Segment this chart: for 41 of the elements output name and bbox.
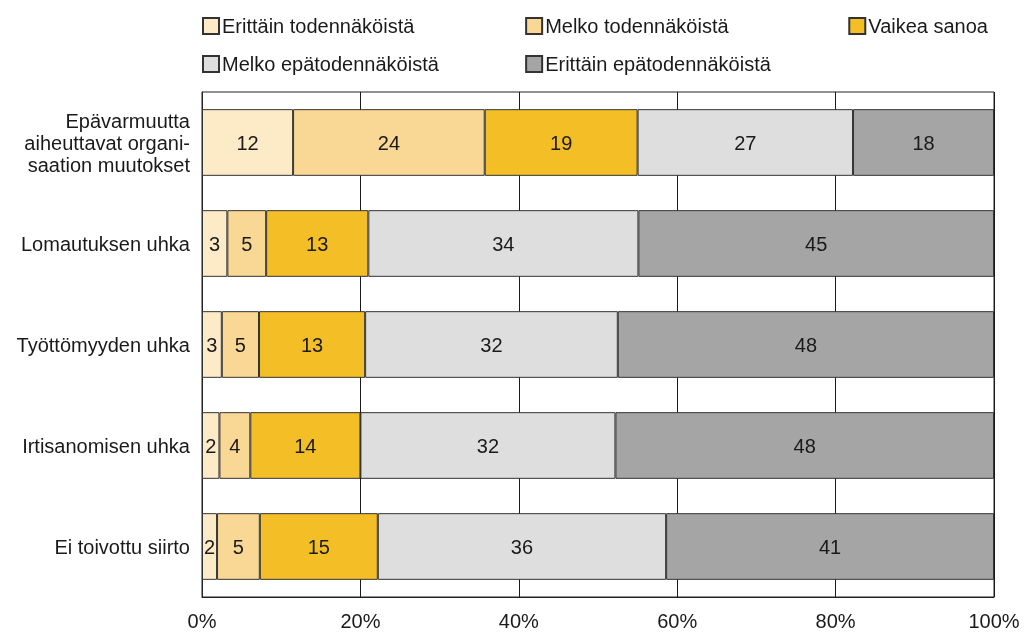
data-label: 2	[205, 434, 217, 457]
data-label: 15	[307, 535, 330, 558]
x-tick-label: 40%	[498, 610, 540, 632]
legend-label: Melko todennäköistä	[545, 15, 730, 37]
x-tick-label: 100%	[968, 610, 1020, 632]
data-label: 14	[294, 434, 317, 457]
x-tick-label: 60%	[657, 610, 698, 632]
data-label: 5	[241, 232, 253, 255]
legend-label: Erittäin todennäköistä	[222, 15, 416, 37]
data-label: 48	[793, 434, 816, 457]
data-label: 3	[209, 232, 221, 255]
data-label: 19	[550, 131, 573, 154]
data-label: 34	[492, 232, 515, 255]
y-tick-label: Lomautuksen uhka	[20, 232, 191, 255]
data-label: 36	[510, 535, 534, 558]
data-label: 4	[229, 434, 241, 457]
data-label: 5	[234, 333, 246, 356]
data-label: 32	[480, 333, 503, 356]
data-label: 12	[236, 131, 259, 154]
legend-label: Erittäin epätodennäköistä	[545, 53, 772, 75]
legend-label: Melko epätodennäköistä	[222, 53, 440, 75]
x-tick-label: 20%	[340, 610, 381, 632]
data-label: 48	[794, 333, 818, 356]
y-tick-label: Työttömyyden uhka	[16, 333, 191, 356]
data-label: 13	[300, 333, 324, 356]
x-tick-label: 80%	[815, 610, 856, 632]
data-label: 32	[476, 434, 500, 457]
data-label: 41	[818, 535, 842, 558]
data-label: 24	[377, 131, 401, 154]
legend-label: Vaikea sanoa	[868, 15, 989, 37]
x-tick-label: 0%	[187, 610, 217, 632]
data-label: 2	[203, 535, 216, 558]
data-label: 3	[206, 333, 218, 356]
data-label: 45	[805, 232, 828, 255]
data-label: 18	[912, 131, 935, 154]
y-tick-label: Irtisanomisen uhka	[22, 434, 191, 457]
y-tick-label: Ei toivottu siirto	[54, 535, 190, 558]
data-label: 27	[734, 131, 757, 154]
data-label: 13	[306, 232, 329, 255]
y-tick-label: Epävarmuutta aiheuttavat organi-saation muutokset	[24, 109, 191, 176]
data-label: 5	[232, 535, 244, 558]
